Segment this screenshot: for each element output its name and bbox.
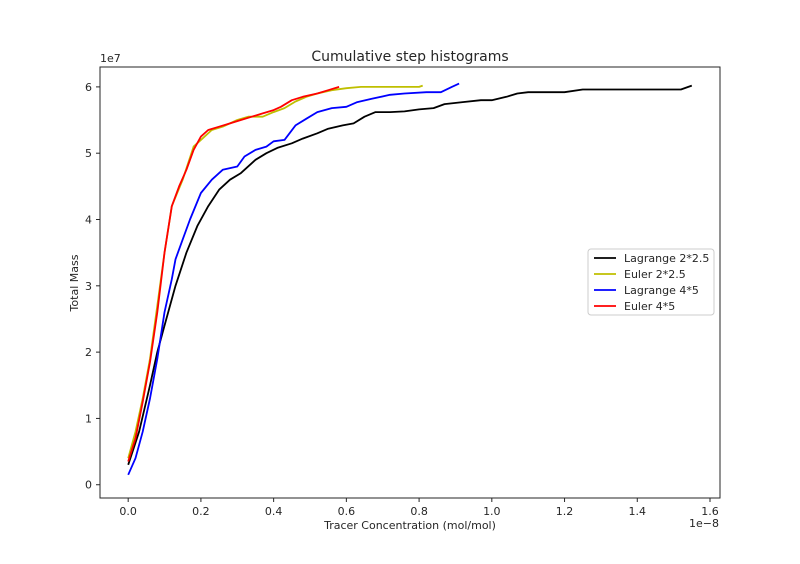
x-tick-label: 1.0	[483, 505, 501, 518]
series-line-lagrange-4-5	[127, 82, 460, 476]
x-offset-label: 1e−8	[689, 517, 719, 530]
y-tick-label: 1	[85, 412, 92, 425]
x-tick-label: 0.8	[410, 505, 428, 518]
legend-label: Euler 2*2.5	[624, 268, 686, 281]
x-axis-label: Tracer Concentration (mol/mol)	[323, 519, 496, 532]
y-tick-label: 2	[85, 346, 92, 359]
x-tick-label: 0.2	[192, 505, 210, 518]
y-offset-label: 1e7	[100, 52, 121, 65]
legend-label: Lagrange 2*2.5	[624, 252, 709, 265]
y-tick-label: 3	[85, 280, 92, 293]
legend: Lagrange 2*2.5 Euler 2*2.5 Lagrange 4*5 Eul…	[587, 248, 715, 316]
x-tick-label: 0.4	[265, 505, 283, 518]
y-axis-label: Total Mass	[68, 254, 81, 312]
axes-frame	[99, 66, 721, 499]
legend-label: Lagrange 4*5	[624, 284, 699, 297]
series-line-lagrange-2-2-5	[127, 84, 693, 466]
y-tick-label: 4	[85, 214, 92, 227]
chart-title: Cumulative step histograms	[311, 49, 508, 65]
y-tick-label: 5	[85, 147, 92, 160]
series-line-euler-4-5	[127, 86, 340, 462]
x-tick-label: 1.2	[556, 505, 574, 518]
legend-box	[587, 248, 715, 316]
x-tick-label: 1.4	[629, 505, 647, 518]
legend-label: Euler 4*5	[624, 300, 675, 313]
x-tick-label: 0.6	[338, 505, 356, 518]
x-tick-label: 0.0	[119, 505, 137, 518]
y-tick-label: 6	[85, 81, 92, 94]
x-tick-label: 1.6	[701, 505, 719, 518]
y-tick-label: 0	[85, 479, 92, 492]
